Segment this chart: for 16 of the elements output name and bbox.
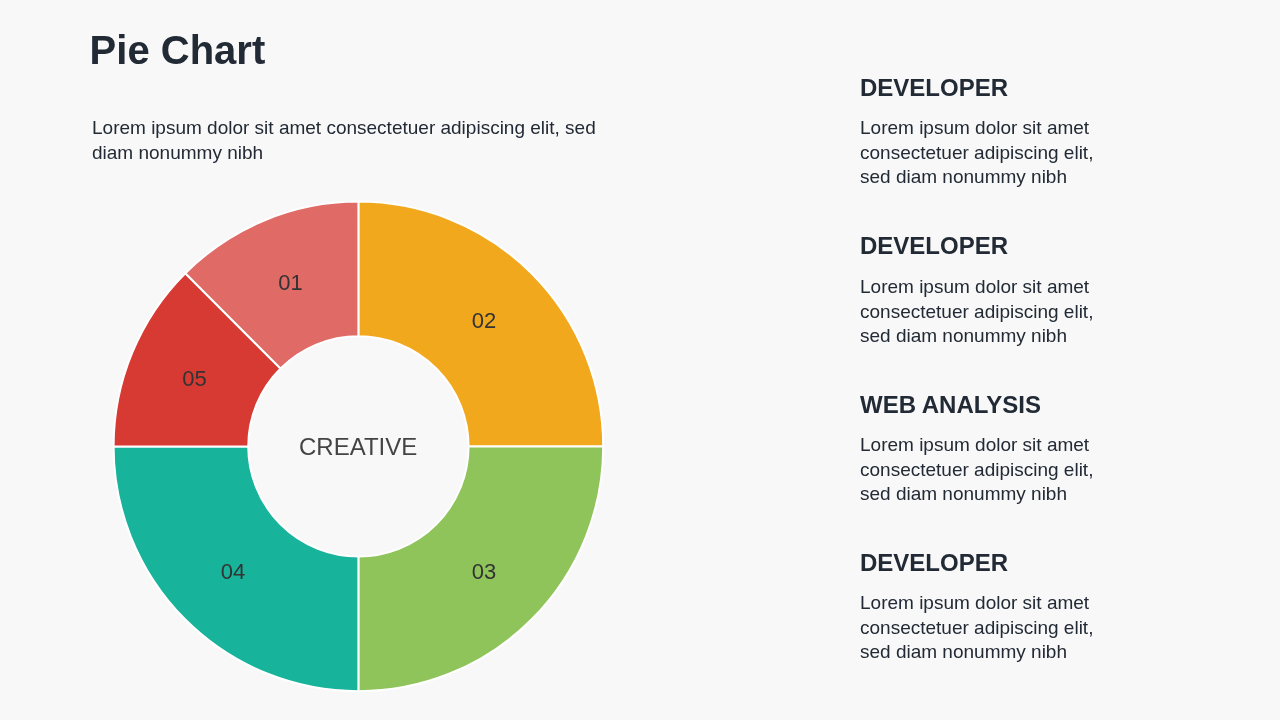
text: WEB ANALYSIS <box>860 391 1041 418</box>
slice-label: 05 <box>182 365 207 391</box>
text: DEVELOPER <box>860 549 1009 576</box>
text: DEVELOPER <box>860 74 1009 101</box>
text: Lorem ipsum dolor sit amet consectetuer adipiscing elit, sed diam nonummy nibh <box>860 434 1094 505</box>
slice-label: 01 <box>278 269 303 295</box>
text: Lorem ipsum dolor sit amet consectetuer adipiscing elit, sed diam nonummy nibh <box>860 276 1094 347</box>
slice-label: 03 <box>471 559 497 585</box>
slice-label: 04 <box>220 559 246 585</box>
chart-subtitle: Lorem ipsum dolor sit amet consectetuer adipiscing elit, sed diam nonummy nibh <box>92 117 596 163</box>
slice-label: 02 <box>471 308 497 334</box>
text: CREATIVE <box>299 433 418 460</box>
text: Lorem ipsum dolor sit amet consectetuer adipiscing elit, sed diam nonummy nibh <box>860 117 1094 188</box>
text: Lorem ipsum dolor sit amet consectetuer adipiscing elit, sed diam nonummy nibh <box>860 592 1094 663</box>
chart-title: Pie Chart <box>89 28 266 73</box>
text: DEVELOPER <box>860 232 1009 259</box>
